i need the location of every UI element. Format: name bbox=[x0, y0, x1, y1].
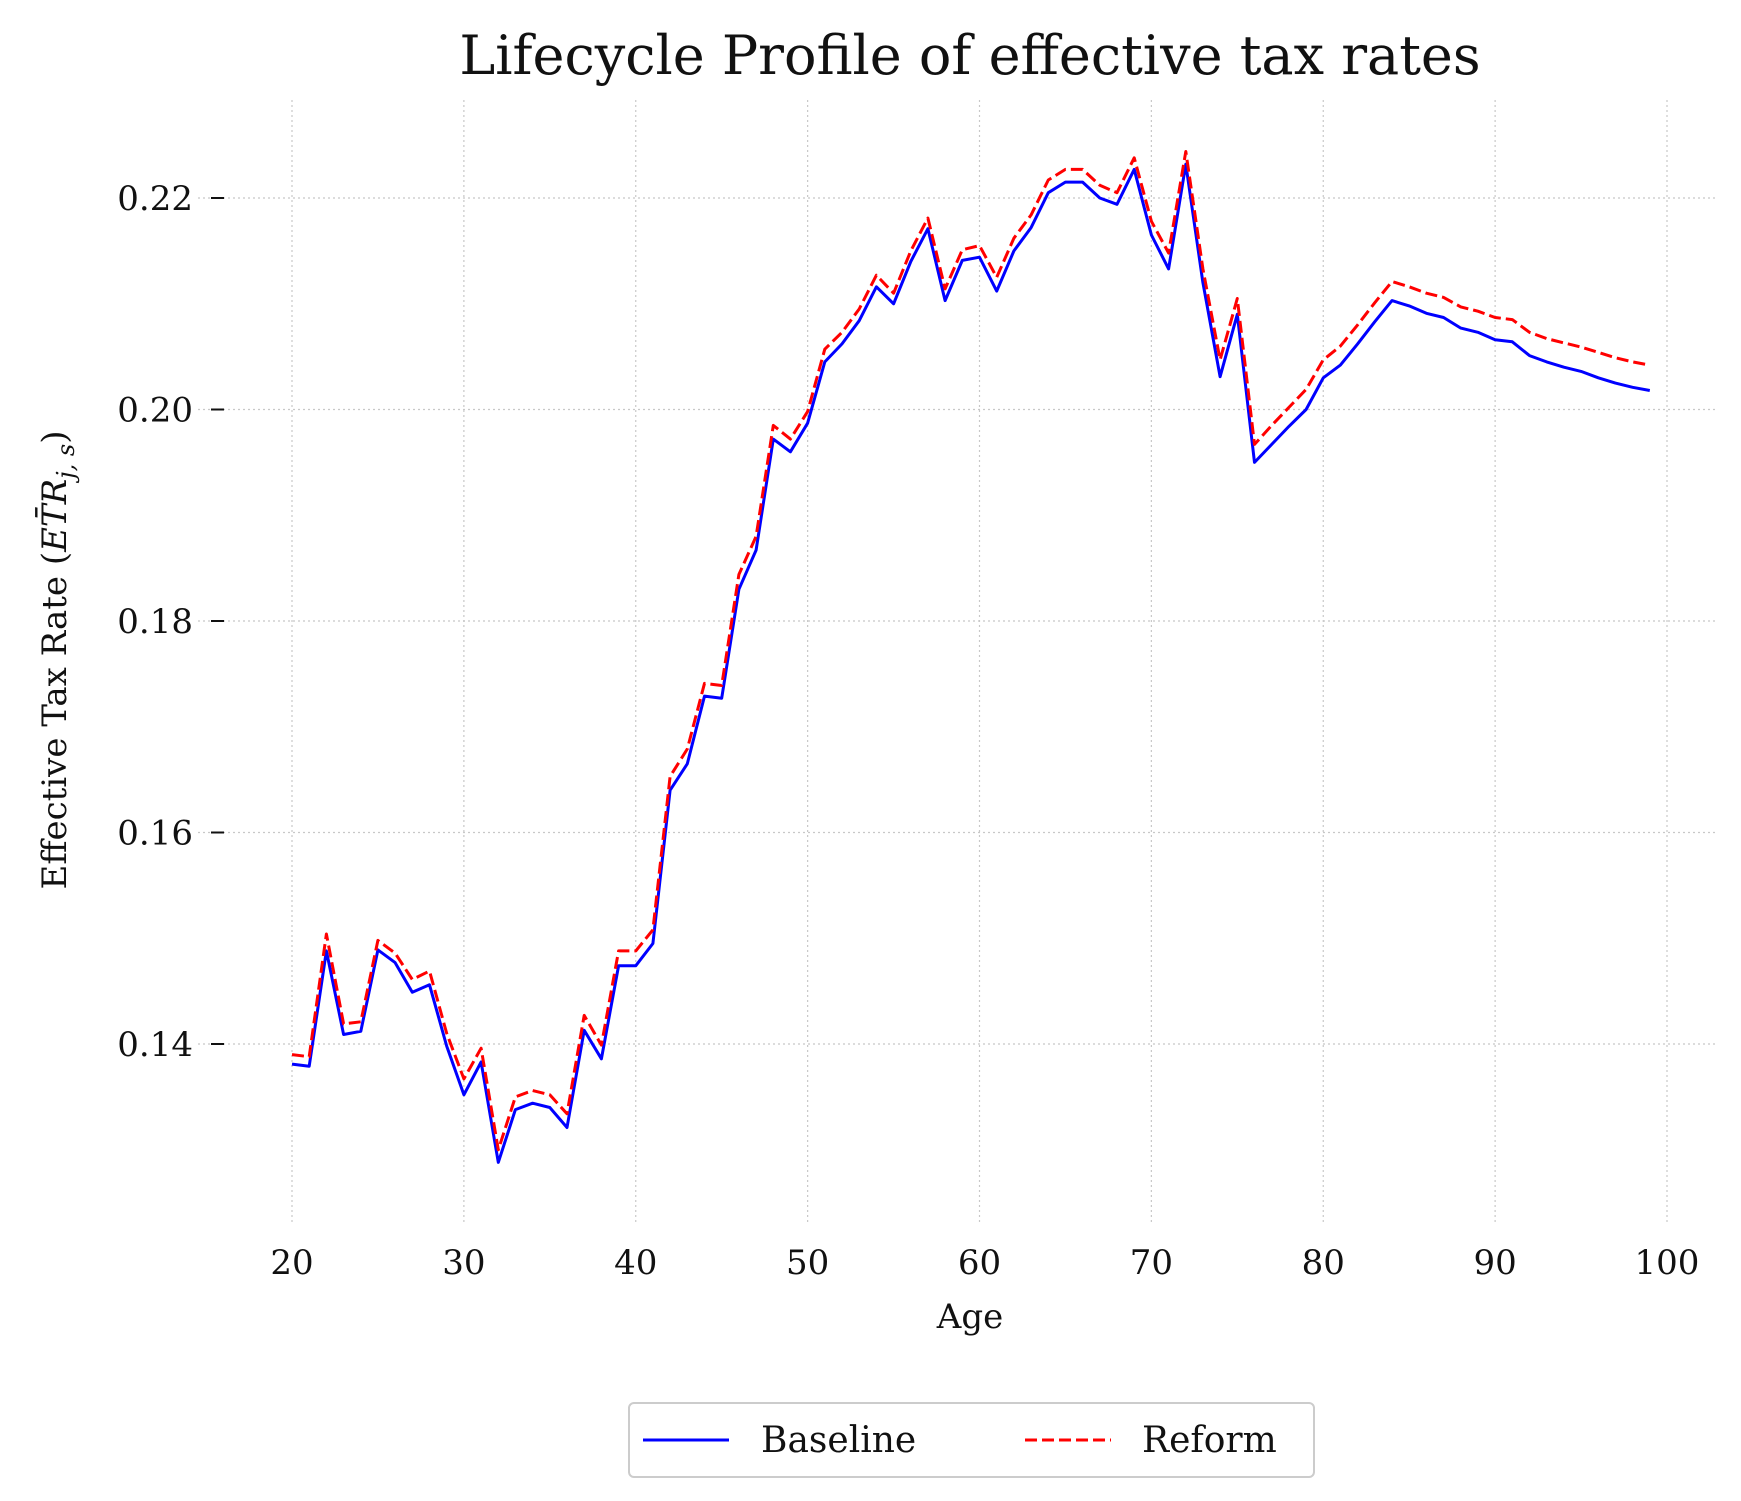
y-axis-label: Effective Tax Rate (ET̄Rj, s) bbox=[34, 431, 80, 890]
x-tick-label: 100 bbox=[1635, 1243, 1700, 1283]
y-tick-label: 0.22 bbox=[117, 179, 193, 219]
x-tick-label: 80 bbox=[1302, 1243, 1345, 1283]
series-line-baseline bbox=[291, 162, 1651, 1164]
legend-box bbox=[628, 1402, 1315, 1478]
x-tick-label: 50 bbox=[786, 1243, 829, 1283]
grid-layer bbox=[198, 100, 1718, 1222]
y-tick-label: 0.16 bbox=[117, 814, 193, 854]
chart-title: Lifecycle Profile of effective tax rates bbox=[459, 24, 1480, 87]
legend-reform-label: Reform bbox=[1142, 1420, 1277, 1461]
y-axis-label-prefix: Effective Tax Rate ( bbox=[35, 552, 75, 890]
x-tick-label: 70 bbox=[1130, 1243, 1173, 1283]
y-axis-label-math: ET̄R bbox=[34, 479, 75, 553]
y-axis-label-suffix: ) bbox=[35, 431, 75, 444]
legend-baseline-label: Baseline bbox=[761, 1420, 916, 1461]
series-line-reform bbox=[291, 150, 1651, 1152]
y-tick-label: 0.14 bbox=[117, 1025, 193, 1065]
x-tick-label: 20 bbox=[270, 1243, 313, 1283]
y-tick-label: 0.20 bbox=[117, 391, 193, 431]
legend: Baseline Reform bbox=[628, 1402, 1315, 1478]
x-tick-label: 60 bbox=[958, 1243, 1001, 1283]
x-tick-label: 40 bbox=[614, 1243, 657, 1283]
tick-layer: 20 30 40 50 60 70 80 90 100 0.14 0.16 0.18 0.20 0.22 bbox=[117, 179, 1699, 1283]
y-axis-label-sub: j, s bbox=[52, 444, 80, 484]
x-tick-label: 30 bbox=[442, 1243, 485, 1283]
x-axis-label: Age bbox=[936, 1297, 1003, 1337]
x-tick-label: 90 bbox=[1473, 1243, 1516, 1283]
series-layer bbox=[291, 150, 1651, 1164]
y-tick-label: 0.18 bbox=[117, 602, 193, 642]
